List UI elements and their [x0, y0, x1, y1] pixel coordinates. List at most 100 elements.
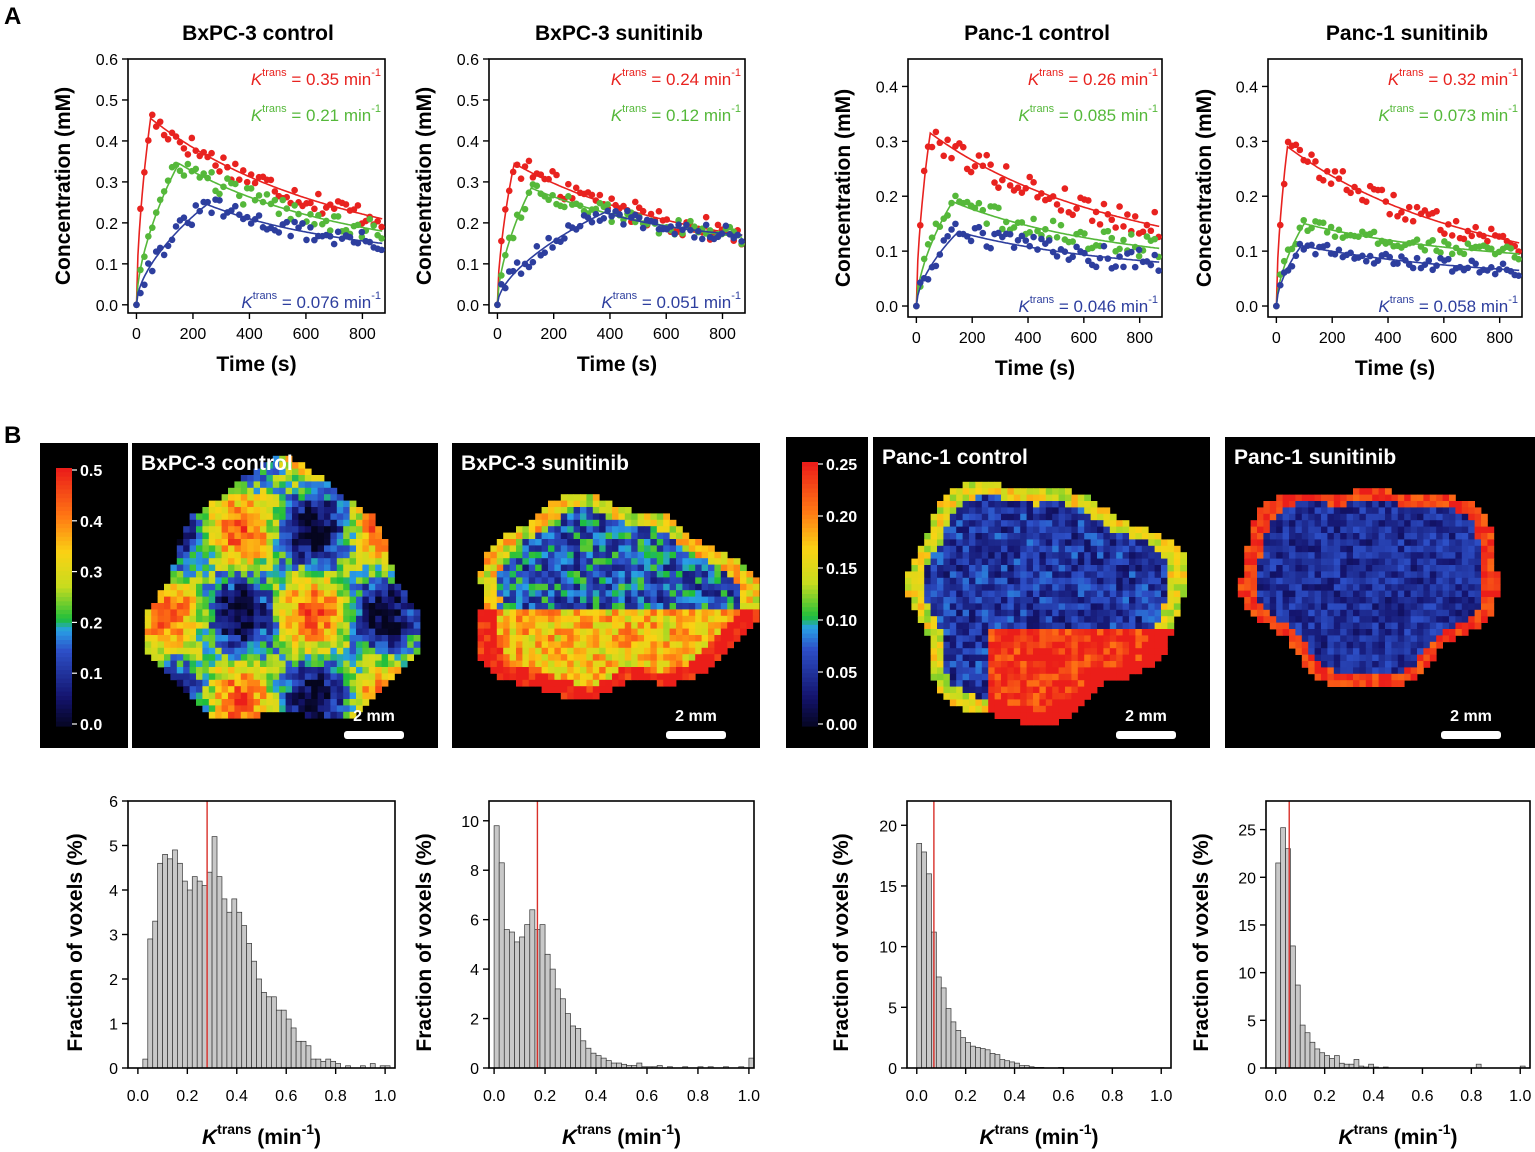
kmap-voxel: [701, 571, 709, 578]
kmap-voxel: [720, 628, 728, 636]
kmap-voxel: [266, 654, 274, 661]
kmap-voxel: [234, 513, 242, 521]
kmap-voxel: [949, 622, 957, 630]
kmap-voxel: [650, 603, 658, 610]
kmap-voxel: [522, 635, 530, 642]
kmap-voxel: [343, 686, 350, 693]
kmap-voxel: [362, 609, 370, 617]
kmap-voxel: [969, 699, 976, 707]
kmap-voxel: [1180, 565, 1187, 572]
kmap-voxel: [221, 699, 229, 706]
data-point: [1276, 281, 1284, 289]
kmap-voxel: [356, 609, 363, 617]
data-point: [1100, 200, 1108, 208]
kmap-voxel: [548, 500, 555, 508]
ktrans-unit-sup: -1: [1508, 67, 1518, 79]
kmap-voxel: [962, 686, 970, 694]
kmap-voxel: [548, 641, 555, 649]
kmap-voxel: [189, 513, 197, 521]
data-point: [1006, 182, 1014, 189]
kmap-voxel: [1026, 705, 1034, 713]
kmap-voxel: [1058, 590, 1066, 598]
kmap-voxel: [1353, 539, 1360, 547]
kmap-voxel: [253, 673, 261, 681]
kmap-voxel: [285, 475, 293, 482]
kmap-voxel: [336, 577, 344, 585]
data-point: [378, 223, 385, 231]
kmap-voxel: [208, 647, 216, 655]
kmap-voxel: [1148, 565, 1155, 572]
kmap-voxel: [917, 552, 925, 559]
kmap-voxel: [1365, 488, 1373, 495]
kmap-voxel: [688, 603, 696, 610]
kmap-voxel: [937, 622, 944, 630]
kmap-voxel: [1001, 616, 1008, 623]
kmap-voxel: [714, 571, 722, 578]
kmap-voxel: [375, 635, 382, 642]
data-point: [1092, 208, 1100, 216]
kmap-voxel: [292, 654, 299, 661]
kmap-voxel: [317, 673, 325, 681]
data-point: [1127, 248, 1135, 256]
kmap-voxel: [1321, 533, 1328, 540]
kmap-voxel: [624, 507, 632, 514]
kmap-voxel: [1033, 494, 1040, 502]
kmap-voxel: [1090, 520, 1098, 527]
kmap-voxel: [567, 654, 574, 661]
kmap-voxel: [1180, 584, 1187, 591]
kmap-voxel: [1071, 635, 1079, 643]
kmap-voxel: [272, 551, 280, 559]
kmap-voxel: [1154, 577, 1162, 585]
kmap-voxel: [247, 532, 254, 540]
kmap-voxel: [170, 583, 178, 591]
kmap-voxel: [317, 545, 325, 553]
x-tick-label: 0: [493, 326, 502, 343]
kmap-voxel: [1001, 712, 1008, 719]
kmap-voxel: [567, 507, 574, 514]
kmap-voxel: [637, 545, 645, 553]
kmap-voxel: [1129, 526, 1136, 534]
data-point: [702, 213, 710, 221]
kmap-voxel: [937, 590, 944, 598]
kmap-voxel: [1410, 539, 1418, 547]
data-point: [952, 192, 959, 200]
kmap-voxel: [930, 552, 938, 559]
data-point: [172, 223, 180, 230]
kmap-voxel: [669, 590, 677, 597]
kmap-voxel: [1436, 539, 1443, 547]
kmap-voxel: [1077, 635, 1085, 643]
kmap-voxel: [1097, 590, 1104, 598]
kmap-voxel: [1020, 597, 1027, 604]
kmap-voxel: [324, 660, 331, 668]
kmap-voxel: [1346, 520, 1354, 527]
kmap-voxel: [260, 539, 267, 546]
kmap-voxel: [1385, 533, 1392, 540]
kmap-voxel: [1161, 635, 1168, 643]
kmap-voxel: [924, 597, 931, 604]
kmap-voxel: [349, 513, 357, 521]
y-tick-label: 0.5: [96, 93, 118, 110]
colorbar-swatch: [56, 506, 72, 512]
kmap-voxel: [368, 603, 376, 610]
data-point: [517, 270, 525, 277]
kmap-voxel: [688, 564, 696, 572]
kmap-title: BxPC-3 sunitinib: [461, 452, 629, 475]
kmap-voxel: [1039, 654, 1047, 662]
kmap-voxel: [644, 641, 651, 649]
kmap-voxel: [1257, 545, 1264, 553]
kmap-voxel: [1084, 641, 1091, 649]
kmap-voxel: [356, 679, 363, 687]
kmap-voxel: [484, 558, 491, 565]
kmap-voxel: [631, 635, 638, 642]
data-point: [983, 220, 991, 228]
kmap-voxel: [1013, 533, 1021, 540]
kmap-voxel: [496, 590, 504, 597]
kmap-voxel: [1333, 501, 1341, 508]
kmap-voxel: [567, 673, 574, 681]
kmap-voxel: [1301, 520, 1309, 527]
kmap-voxel: [1340, 533, 1347, 540]
kmap-voxel: [669, 539, 677, 546]
kmap-voxel: [1173, 597, 1181, 604]
kmap-voxel: [1359, 488, 1367, 495]
kmap-voxel: [1020, 705, 1027, 713]
